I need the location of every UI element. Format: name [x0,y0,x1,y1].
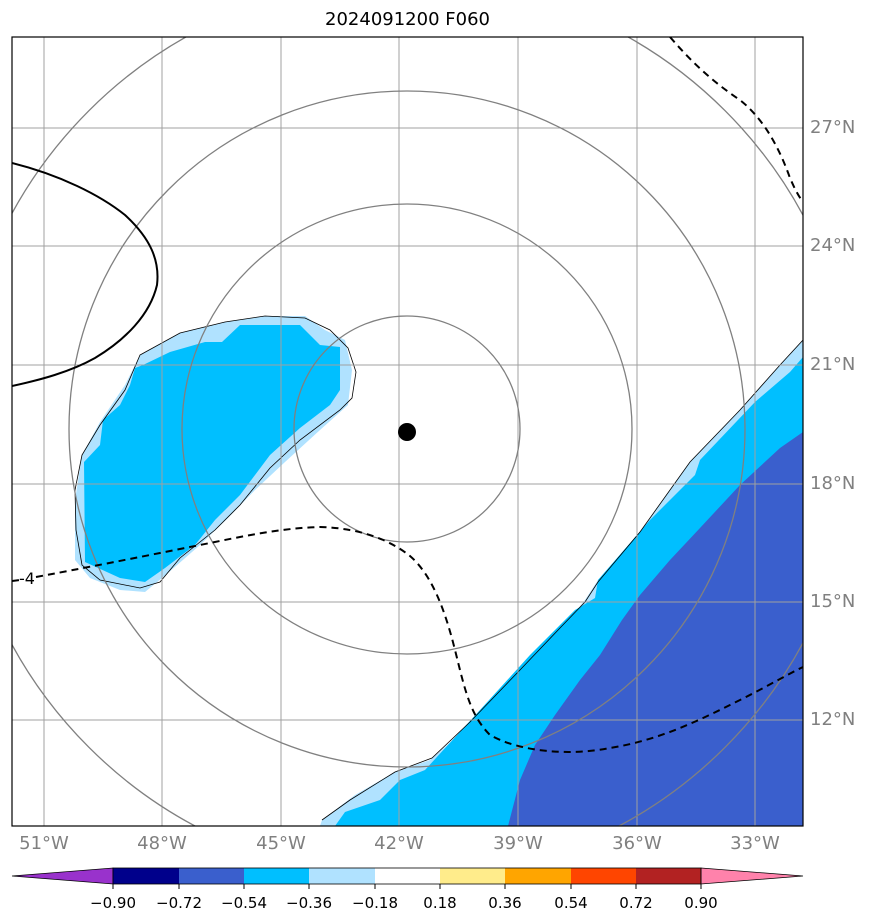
lat-label-21n: 21°N [810,354,856,375]
lon-label-39w: 39°W [493,833,543,854]
colorbar-tick-label: 0.18 [423,894,457,912]
colorbar-tick-label: −0.72 [156,894,202,912]
range-rings [12,37,803,826]
lon-label-36w: 36°W [612,833,662,854]
colorbar-extend-high [700,867,804,885]
lon-label-51w: 51°W [19,833,69,854]
coastline-southeast [321,339,803,821]
colorbar-bin-3 [244,868,309,884]
colorbar-tick-label: −0.54 [221,894,267,912]
contour-label: -4 [19,569,35,588]
map-title: 2024091200 F060 [325,9,490,30]
shading-dark-southeast [508,432,803,826]
colorbar-tick-label: 0.72 [619,894,653,912]
latitude-gridlines [12,127,803,721]
lon-label-45w: 45°W [256,833,306,854]
colorbar-tick-label: −0.18 [352,894,398,912]
colorbar [11,867,804,889]
colorbar-bin-1 [113,868,179,884]
colorbar-tick-label: −0.90 [90,894,136,912]
colorbar-bin-4 [309,868,375,884]
range-ring-2 [181,203,633,655]
range-ring-3 [68,90,746,768]
storm-center-dot [398,423,416,441]
colorbar-bin-2 [179,868,244,884]
map-border [11,36,804,827]
colorbar-bin-8 [571,868,636,884]
colorbar-bin-9 [636,868,701,884]
colorbar-tick-label: 0.54 [554,894,588,912]
lon-label-33w: 33°W [730,833,780,854]
colorbar-tick-label: 0.36 [488,894,522,912]
lat-label-15n: 15°N [810,591,856,612]
range-ring-1 [293,315,521,543]
colorbar-tick-label: −0.36 [286,894,332,912]
shading-medium-west [84,325,340,582]
lon-label-48w: 48°W [137,833,187,854]
dashed-contour-west-stub [12,579,21,582]
lon-label-42w: 42°W [374,833,424,854]
lat-label-27n: 27°N [810,117,856,138]
colorbar-bin-6 [440,868,505,884]
solid-contour [12,162,159,387]
dashed-contour-west [35,525,803,753]
lat-label-12n: 12°N [810,709,856,730]
lat-label-24n: 24°N [810,235,856,256]
colorbar-bin-5 [375,868,440,884]
colorbar-tick-label: 0.90 [684,894,718,912]
colorbar-extend-low [11,867,114,885]
colorbar-bin-7 [505,868,571,884]
lat-label-18n: 18°N [810,473,856,494]
dashed-contour-northeast [669,37,803,203]
map-area [12,37,803,826]
